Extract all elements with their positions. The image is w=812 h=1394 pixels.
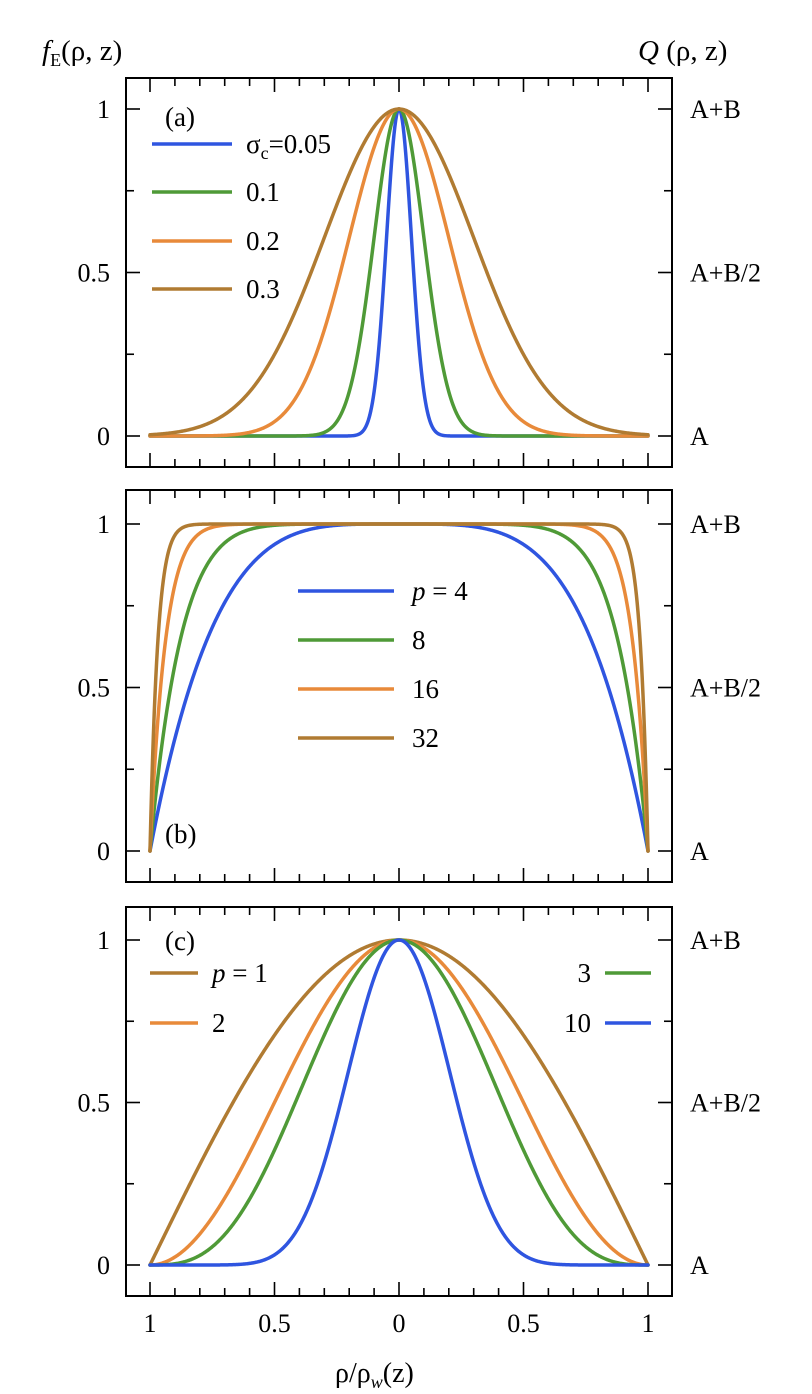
- y-tick-label: 1: [97, 926, 110, 955]
- x-axis-label: ρ/ρw(z): [335, 1358, 414, 1392]
- legend-label-0: p = 4: [410, 576, 468, 606]
- legend-label-2: 0.2: [246, 226, 280, 256]
- y-tick-label: 1: [97, 510, 110, 539]
- legend-label-0: p = 1: [210, 958, 268, 988]
- series-line-0: [148, 938, 650, 1267]
- series-line-2: [148, 522, 650, 853]
- legend-label-3: 0.3: [246, 274, 280, 304]
- panel-label: (c): [165, 926, 195, 956]
- legend-label-2: 3: [578, 958, 592, 988]
- panel-a: (a) 0 A 0.5 A+B/2 1 A+B σc=0.05 0.1 0.2 0.3: [78, 77, 761, 468]
- series-line-0: [148, 522, 650, 853]
- x-tick-label: 0.5: [507, 1309, 540, 1338]
- y-tick-label-right: A+B: [690, 95, 741, 124]
- legend: σc=0.05 0.1 0.2 0.3: [152, 129, 331, 304]
- y-tick-label-right: A+B/2: [690, 674, 761, 703]
- panel-b: (b) 0 A 0.5 A+B/2 1 A+B p = 4 8 16 32: [78, 489, 761, 883]
- panel-label: (a): [165, 102, 195, 132]
- axes-frame: [125, 77, 673, 468]
- legend-label-0: σc=0.05: [246, 129, 331, 163]
- series-line-2: [148, 107, 650, 438]
- y-tick-label-right: A+B/2: [690, 1089, 761, 1118]
- y-tick-label: 0: [97, 1251, 110, 1280]
- y-tick-label: 0.5: [78, 1089, 111, 1118]
- y-tick-label-right: A+B: [690, 510, 741, 539]
- legend: p = 1 2 3 10: [150, 958, 651, 1038]
- series-line-0: [148, 107, 650, 438]
- legend-label-1: 0.1: [246, 177, 280, 207]
- legend-label-2: 16: [412, 674, 439, 704]
- panel-label: (b): [165, 819, 196, 849]
- legend-label-3: 10: [564, 1008, 591, 1038]
- left-axis-label: fE(ρ, z): [42, 35, 122, 70]
- series-line-1: [148, 107, 650, 438]
- x-tick-label: 1: [642, 1309, 655, 1338]
- y-tick-label: 0: [97, 422, 110, 451]
- x-tick-label: 1: [144, 1309, 157, 1338]
- y-tick-label-right: A+B: [690, 926, 741, 955]
- legend-label-1: 2: [212, 1008, 226, 1038]
- series-line-1: [148, 938, 650, 1267]
- y-tick-label-right: A: [690, 837, 709, 866]
- series-line-3: [148, 522, 650, 853]
- series-line-2: [148, 938, 650, 1267]
- x-tick-label: 0: [393, 1309, 406, 1338]
- y-tick-label-right: A: [690, 1251, 709, 1280]
- y-tick-label: 0.5: [78, 674, 111, 703]
- axes-frame: [125, 489, 673, 883]
- y-tick-label-right: A+B/2: [690, 259, 761, 288]
- legend-label-3: 32: [412, 723, 439, 753]
- series-line-3: [148, 107, 650, 437]
- right-axis-label: Q (ρ, z): [638, 35, 727, 67]
- legend: p = 4 8 16 32: [298, 576, 468, 753]
- series-line-3: [148, 938, 650, 1267]
- series-line-1: [148, 522, 650, 853]
- x-tick-label: 0.5: [258, 1309, 291, 1338]
- y-tick-label: 0.5: [78, 259, 111, 288]
- y-tick-label: 1: [97, 95, 110, 124]
- y-tick-label: 0: [97, 837, 110, 866]
- legend-label-1: 8: [412, 625, 426, 655]
- panel-c: (c) 1 0.5 0 0.5 10 A0.5 A+B/21 A+B p = 1 2 3 10: [78, 906, 761, 1338]
- y-tick-label-right: A: [690, 422, 709, 451]
